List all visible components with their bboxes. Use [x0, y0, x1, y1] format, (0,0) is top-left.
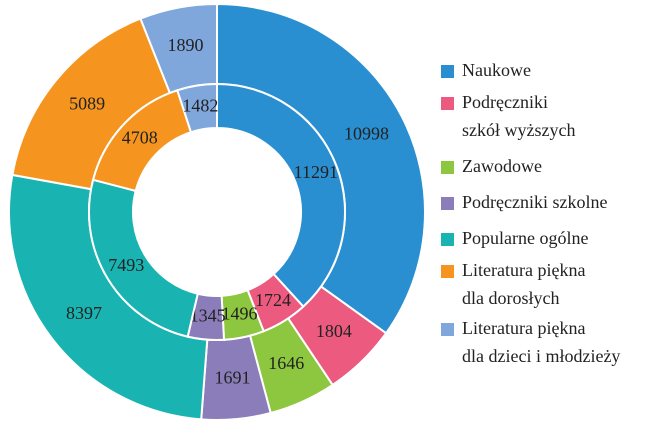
legend-line: Popularne ogólne: [462, 228, 588, 248]
legend-line: Zawodowe: [462, 156, 542, 176]
legend-line: Literatura piękna: [462, 318, 585, 338]
value-label: 1890: [168, 35, 204, 55]
legend-swatch: [441, 233, 454, 246]
legend-line: dla dzieci i młodzieży: [462, 346, 620, 366]
value-label: 1691: [215, 367, 251, 387]
legend-line: Podręczniki: [462, 92, 548, 112]
value-label: 5089: [69, 94, 105, 114]
legend-label: Literatura piękna dla dorosłych: [462, 260, 585, 308]
donut-segment: [216, 82, 346, 308]
legend-swatch: [441, 323, 454, 336]
legend-swatch: [441, 65, 454, 78]
legend-swatch: [441, 97, 454, 110]
legend-swatch: [441, 197, 454, 210]
legend-label: Podręczniki szkolne: [462, 192, 607, 212]
value-label: 4708: [122, 127, 158, 147]
value-label: 1345: [190, 306, 226, 326]
value-label: 7493: [108, 255, 144, 275]
legend-line: dla dorosłych: [462, 288, 559, 308]
legend-label: Zawodowe: [462, 156, 542, 176]
value-label: 1646: [268, 353, 304, 373]
legend-line: Naukowe: [462, 60, 531, 80]
legend-label: Literatura piękna dla dzieci i młodzieży: [462, 318, 620, 366]
legend-label: Podręczniki szkół wyższych: [462, 92, 575, 140]
value-label: 1804: [316, 321, 352, 341]
legend-swatch: [441, 265, 454, 278]
legend-line: Podręczniki szkolne: [462, 192, 607, 212]
value-label: 1496: [222, 304, 258, 324]
value-label: 1724: [255, 290, 291, 310]
legend-swatch: [441, 161, 454, 174]
donut-segment: [176, 82, 218, 134]
value-label: 8397: [66, 303, 102, 323]
legend-line: Literatura piękna: [462, 260, 585, 280]
value-label: 1482: [182, 95, 218, 115]
value-label: 10998: [344, 123, 389, 143]
legend-line: szkół wyższych: [462, 120, 575, 140]
value-label: 11291: [294, 162, 338, 182]
legend-label: Naukowe: [462, 60, 531, 80]
legend-label: Popularne ogólne: [462, 228, 588, 248]
